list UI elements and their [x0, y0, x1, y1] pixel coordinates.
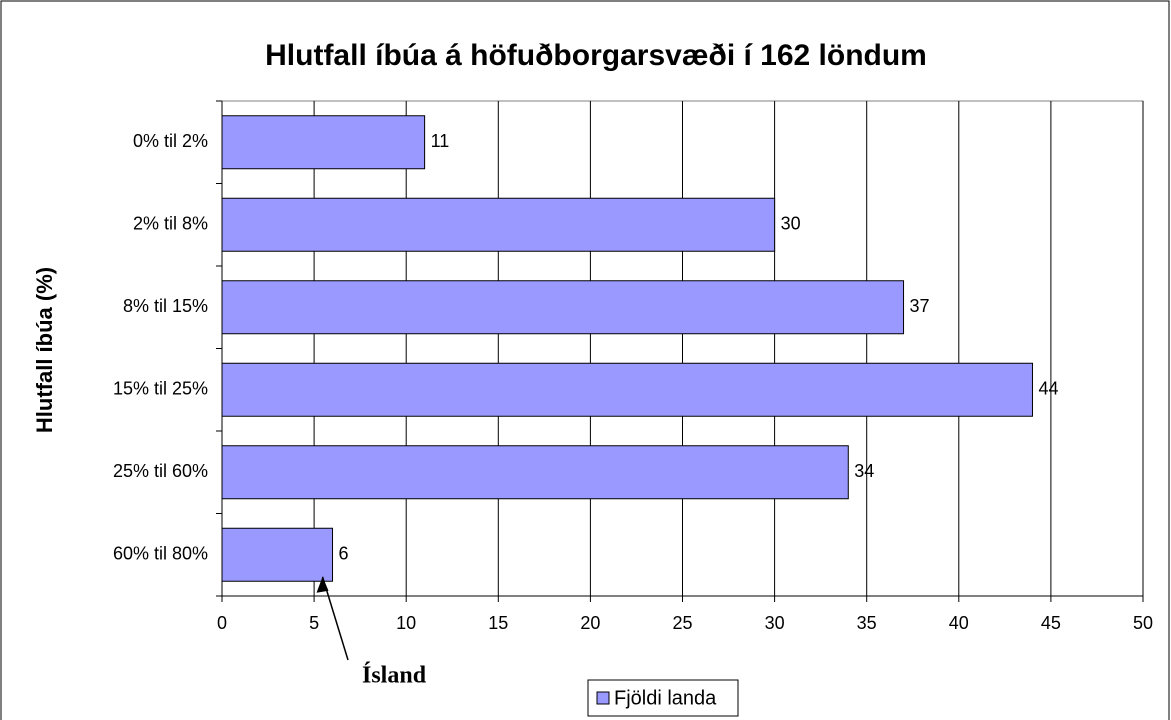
x-tick-label: 40 [949, 613, 969, 633]
x-tick-label: 20 [580, 613, 600, 633]
x-tick-label: 10 [396, 613, 416, 633]
x-tick-label: 15 [488, 613, 508, 633]
y-tick-label: 60% til 80% [113, 544, 208, 564]
bar [221, 362, 1033, 417]
x-tick-label: 50 [1133, 613, 1153, 633]
data-label: 30 [781, 214, 801, 234]
x-tick-label: 0 [217, 613, 227, 633]
data-label: 37 [910, 296, 930, 316]
x-tick-label: 35 [857, 613, 877, 633]
x-tick-label: 45 [1041, 613, 1061, 633]
y-tick-label: 0% til 2% [133, 131, 208, 151]
bar [221, 280, 905, 335]
y-axis-label: Hlutfall íbúa (%) [32, 267, 57, 433]
y-tick-label: 8% til 15% [123, 296, 208, 316]
x-tick-label: 25 [672, 613, 692, 633]
y-tick-label: 2% til 8% [133, 214, 208, 234]
bar [221, 115, 426, 170]
chart-title: Hlutfall íbúa á höfuðborgarsvæði í 162 l… [265, 39, 927, 72]
y-tick-label: 15% til 25% [113, 379, 208, 399]
data-label: 34 [854, 461, 874, 481]
data-label: 6 [339, 544, 349, 564]
bar [221, 445, 849, 500]
bar [221, 197, 776, 252]
legend-box [587, 679, 739, 717]
bar [221, 527, 334, 582]
y-tick-label: 25% til 60% [113, 461, 208, 481]
x-tick-label: 30 [765, 613, 785, 633]
legend-swatch [596, 691, 610, 705]
data-label: 11 [431, 131, 450, 151]
annotation: Ísland [362, 663, 427, 689]
x-tick-label: 5 [309, 613, 319, 633]
data-label: 44 [1038, 379, 1058, 399]
arrow-head [316, 576, 329, 593]
legend-label: Fjöldi landa [614, 687, 717, 709]
